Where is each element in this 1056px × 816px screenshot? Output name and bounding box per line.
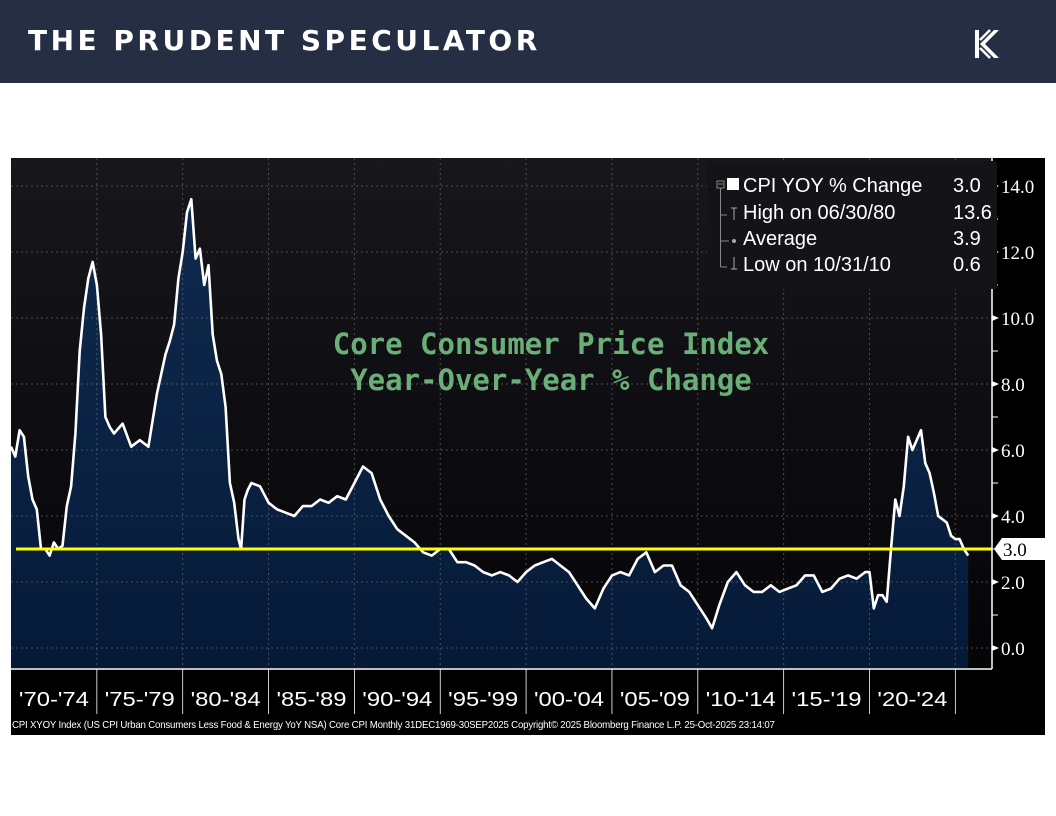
y-tick [992,315,999,321]
y-tick-label: 0.0 [1001,639,1025,660]
area-fill [11,199,969,668]
x-tick-label: '05-'09 [620,689,690,711]
x-tick-label: '15-'19 [792,689,862,711]
x-tick-label: '75-'79 [105,689,175,711]
chart-panel: 0.0 2.0 4.0 6.0 8.0 10.0 12.0 14.0 3.0 '70-'74 '75… [11,158,1045,735]
y-tick [992,381,999,387]
y-tick [992,645,999,651]
x-tick-label: '90-'94 [362,689,432,711]
y-tick [992,579,999,585]
legend-label: CPI YOY % Change [743,175,923,197]
x-tick-label: '20-'24 [877,689,947,711]
legend-row-low: Low on 10/31/10 0.6 [743,254,981,277]
y-tick [992,447,999,453]
source-footer: CPI XYOY Index (US CPI Urban Consumers L… [12,719,775,731]
legend-tree-icon [716,178,739,270]
legend-value: 0.6 [953,254,981,276]
x-tick-label: '80-'84 [191,689,261,711]
x-tick-label: '95-'99 [448,689,518,711]
legend-label: High on 06/30/80 [743,202,896,224]
legend-row-high: High on 06/30/80 13.6 [743,202,992,225]
header-bar: THE PRUDENT SPECULATOR [0,0,1056,83]
chart-subtitle: Year-Over-Year % Change [350,363,752,397]
legend-value: 13.6 [953,202,992,224]
current-value-tag [994,538,1045,560]
y-tick-label: 12.0 [1001,243,1034,264]
y-tick-label: 14.0 [1001,177,1034,198]
x-tick-label: '10-'14 [706,689,776,711]
legend-value: 3.9 [953,228,981,250]
y-axis-panel [992,158,1045,668]
y-tick [992,513,999,519]
y-tick-label: 8.0 [1001,375,1025,396]
legend-value: 3.0 [953,175,981,197]
x-tick-label: '00-'04 [534,689,604,711]
brand-title: THE PRUDENT SPECULATOR [28,24,541,57]
y-tick-label: 2.0 [1001,573,1025,594]
tps-k-logo-icon [975,29,999,59]
current-value-label: 3.0 [1003,540,1027,561]
chart-title-line1: Core Consumer Price Index [332,327,770,361]
legend: CPI YOY % Change 3.0 High on 06/30/80 13.6… [707,161,997,289]
legend-label: Average [743,228,818,250]
x-tick-label: '70-'74 [19,689,89,711]
y-tick-label: 4.0 [1001,507,1025,528]
x-tick-label: '85-'89 [276,689,346,711]
y-tick-label: 6.0 [1001,441,1025,462]
legend-row-average: Average 3.9 [743,228,981,251]
chart-title: Core Consumer Price Index Year-Over-Year… [311,326,791,398]
y-tick-label: 10.0 [1001,309,1034,330]
legend-label: Low on 10/31/10 [743,254,891,276]
legend-row-current: CPI YOY % Change 3.0 [743,175,981,198]
